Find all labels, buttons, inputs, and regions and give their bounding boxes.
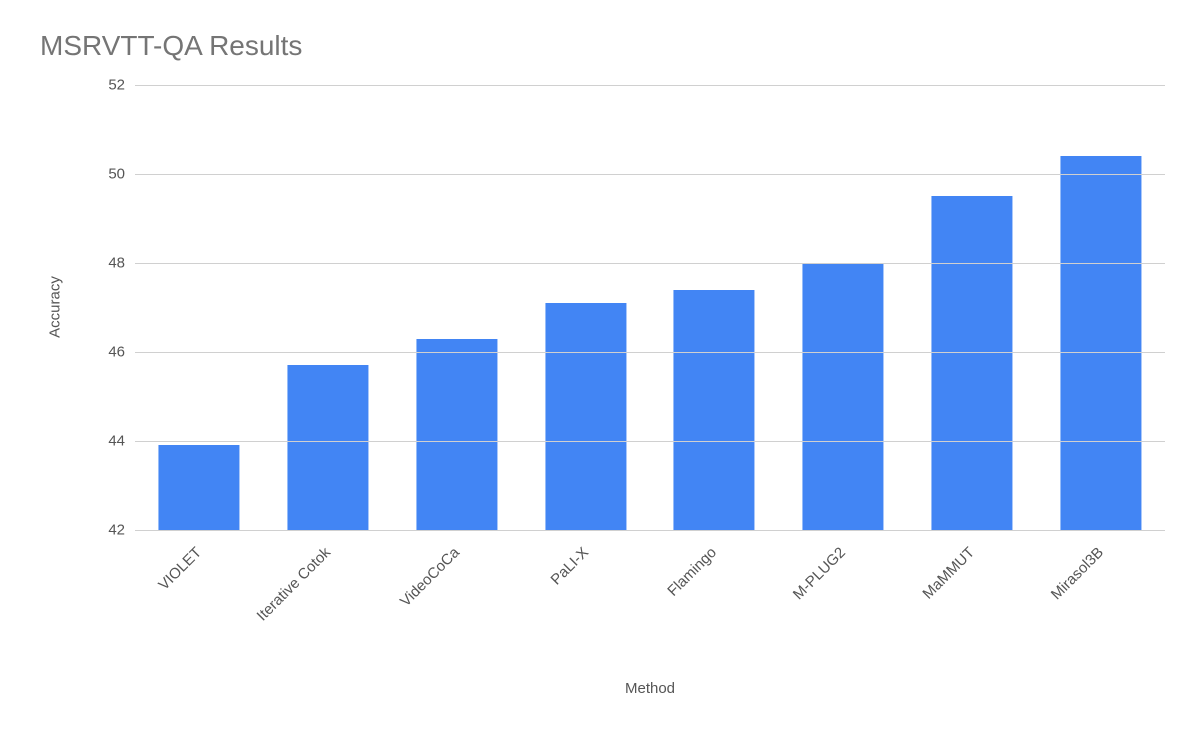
y-tick-label: 52 bbox=[85, 77, 125, 94]
bar bbox=[674, 290, 755, 530]
bar-slot: M-PLUG2 bbox=[779, 85, 908, 530]
y-tick-label: 46 bbox=[85, 344, 125, 361]
bar-slot: Iterative Cotok bbox=[264, 85, 393, 530]
chart-title: MSRVTT-QA Results bbox=[40, 30, 1170, 62]
bars-group: VIOLETIterative CotokVideoCoCaPaLI-XFlam… bbox=[135, 85, 1165, 530]
grid-line bbox=[135, 530, 1165, 531]
y-tick-label: 48 bbox=[85, 255, 125, 272]
plot-area: VIOLETIterative CotokVideoCoCaPaLI-XFlam… bbox=[135, 85, 1165, 530]
y-tick-label: 44 bbox=[85, 433, 125, 450]
bar bbox=[1060, 156, 1141, 530]
grid-line bbox=[135, 85, 1165, 86]
bar bbox=[545, 303, 626, 530]
y-tick-label: 50 bbox=[85, 166, 125, 183]
y-axis-title: Accuracy bbox=[47, 276, 64, 338]
y-tick-label: 42 bbox=[85, 522, 125, 539]
bar-slot: VIOLET bbox=[135, 85, 264, 530]
chart-container: MSRVTT-QA Results Accuracy Method VIOLET… bbox=[0, 0, 1200, 742]
bar-slot: VideoCoCa bbox=[393, 85, 522, 530]
grid-line bbox=[135, 441, 1165, 442]
bar bbox=[416, 339, 497, 530]
grid-line bbox=[135, 263, 1165, 264]
grid-line bbox=[135, 174, 1165, 175]
bar-slot: Flamingo bbox=[650, 85, 779, 530]
bar-slot: PaLI-X bbox=[521, 85, 650, 530]
bar bbox=[931, 196, 1012, 530]
bar-slot: MaMMUT bbox=[908, 85, 1037, 530]
x-axis-title: Method bbox=[625, 680, 675, 697]
bar-slot: Mirasol3B bbox=[1036, 85, 1165, 530]
bar bbox=[288, 365, 369, 530]
grid-line bbox=[135, 352, 1165, 353]
bar bbox=[803, 263, 884, 530]
